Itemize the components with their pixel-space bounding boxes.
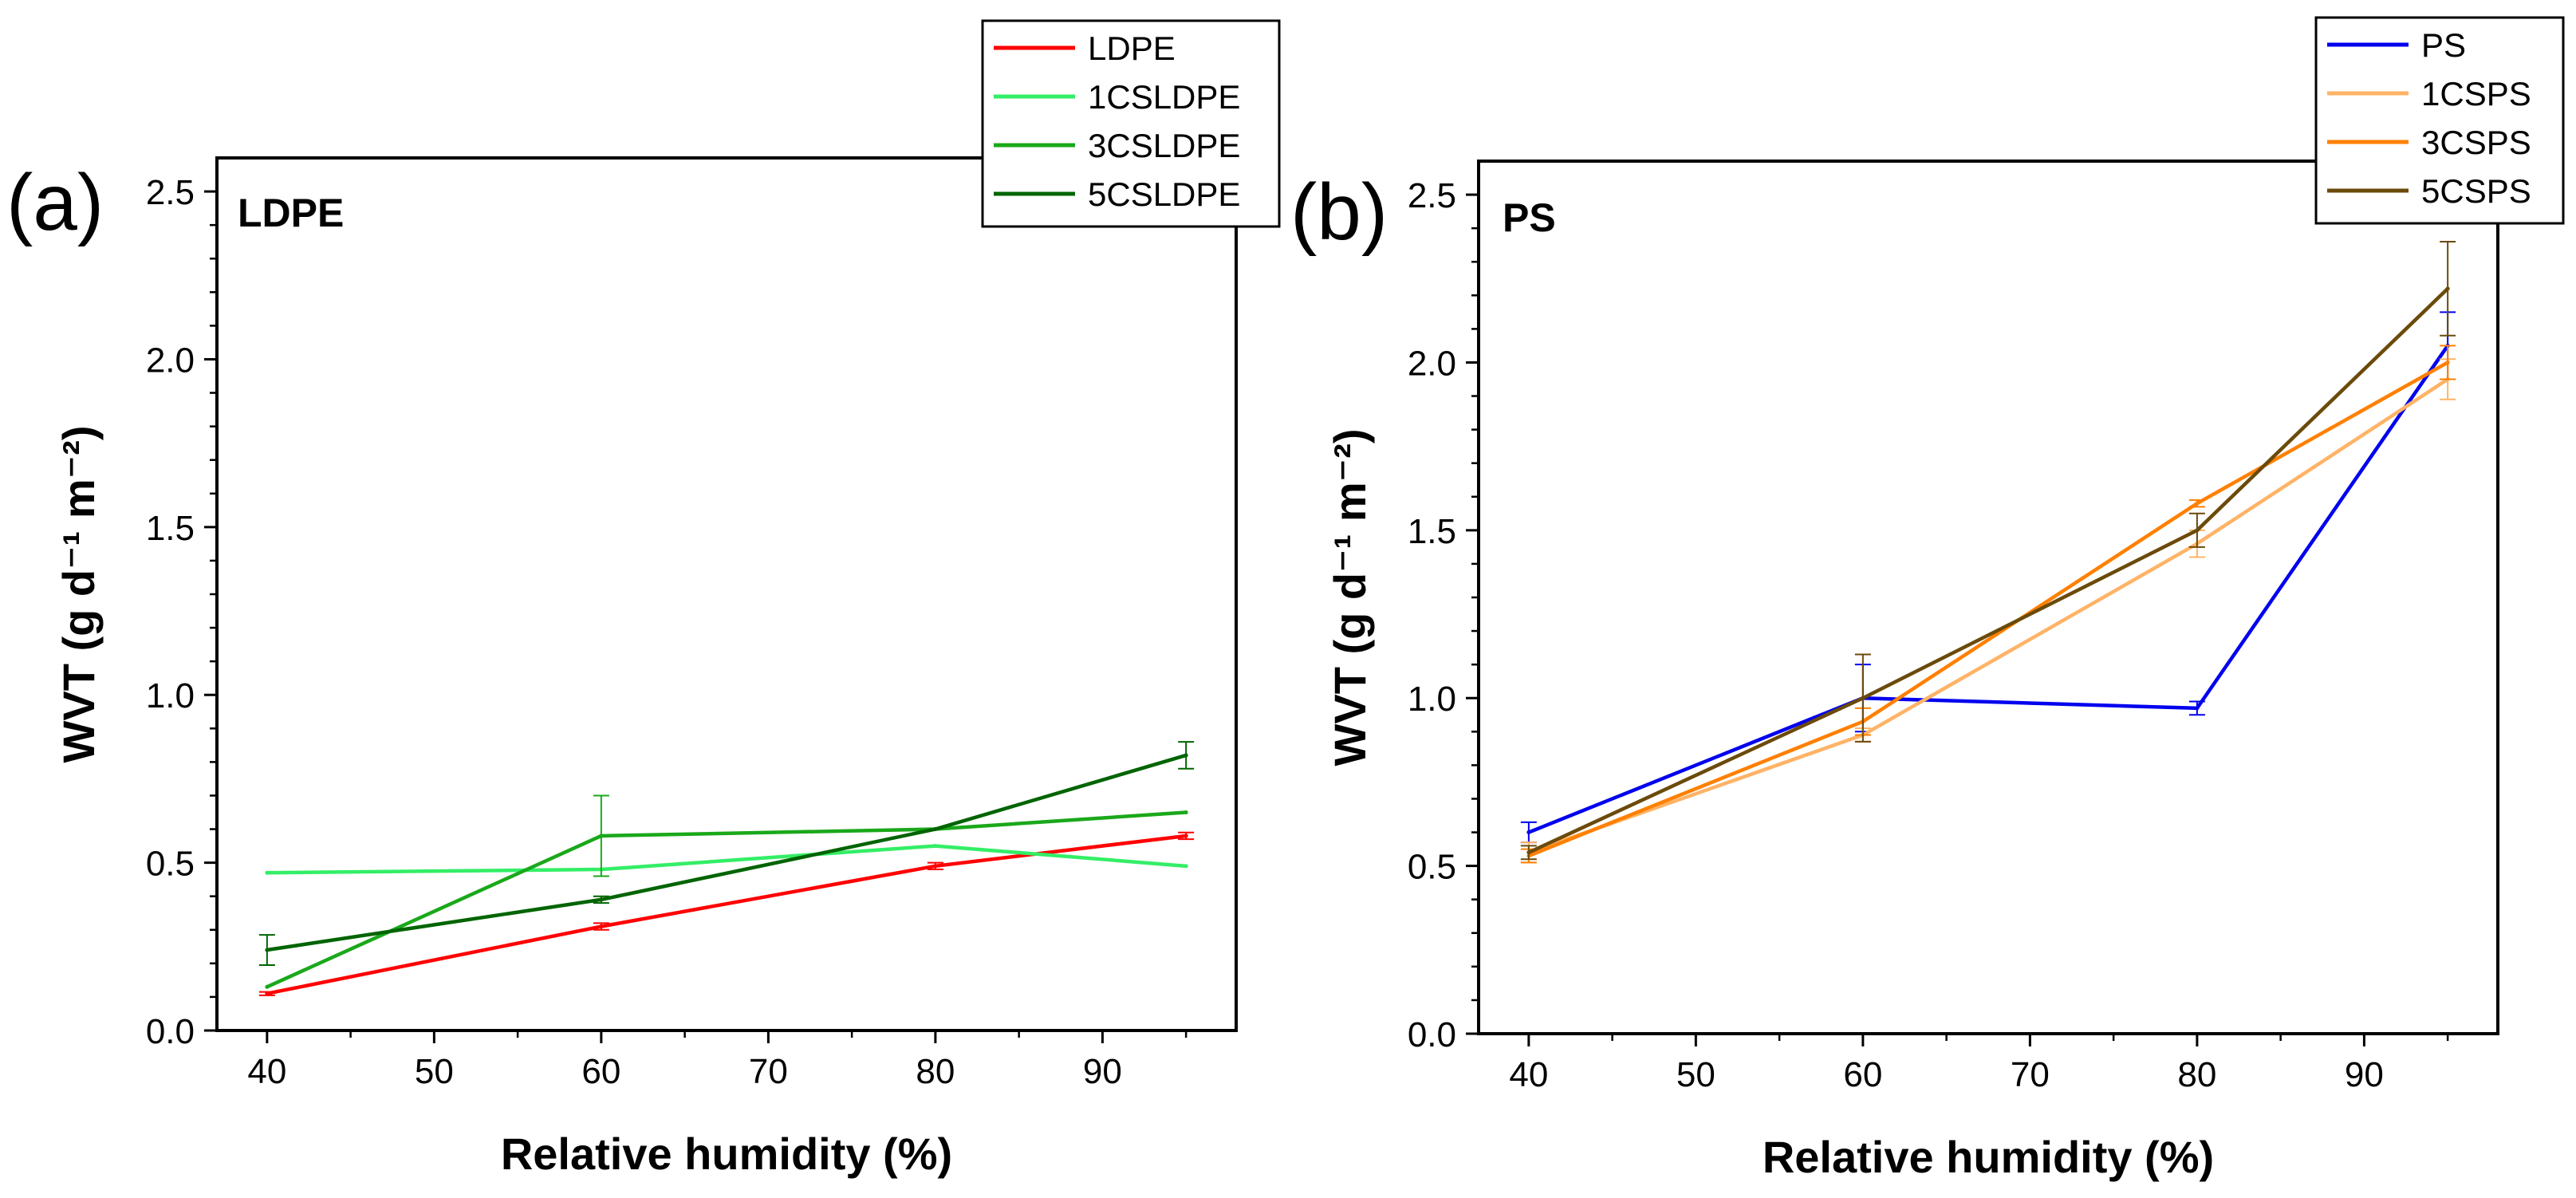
legend-b: PS 1CSPS 3CSPS 5CSPS [2314,16,2565,225]
error-bar-3CSPS-95 [2440,345,2456,380]
legend-entry-PS: PS [2327,26,2466,64]
legend-entry-3CSPS: 3CSPS [2327,124,2531,161]
series-1CSLDPE [265,844,1188,875]
series-line-PS [1528,345,2449,834]
data-point-5CSLDPE-80 [933,827,938,832]
legend-entry-1CSPS: 1CSPS [2327,75,2531,112]
x-tick-label-a-70: 70 [749,1052,788,1091]
legend-label-5CSLDPE: 5CSLDPE [1088,175,1240,213]
data-point-3CSLDPE-40 [265,984,270,989]
legend-label-3CSLDPE: 3CSLDPE [1088,127,1240,164]
error-bar-5CSLDPE-60 [593,895,609,904]
x-tick-label-b-70: 70 [2011,1055,2050,1094]
error-bar-LDPE-60 [593,922,609,931]
x-tick-label-a-50: 50 [415,1052,454,1091]
error-bar-PS-80 [2188,700,2205,716]
y-tick-label-b-4: 2.0 [1408,344,1456,383]
data-point-1CSLDPE-80 [933,844,938,849]
x-tick-label-b-50: 50 [1676,1055,1715,1094]
x-tick-label-b-90: 90 [2345,1055,2384,1094]
panel-a: (a) LDPE 40 50 60 70 80 900.00.51.01.52.02.5 … [6,19,1281,1179]
error-bar-5CSLDPE-40 [258,934,275,966]
legend-box-a [981,19,1281,228]
panel-label-a: (a) [6,158,104,247]
error-bar-5CSLDPE-95 [1178,741,1195,770]
error-bar-5CSPS-80 [2188,512,2205,548]
y-tick-label-a-1: 0.5 [146,845,195,884]
legend-label-1CSLDPE: 1CSLDPE [1088,78,1240,116]
data-point-1CSLDPE-95 [1184,864,1188,869]
panel-title-b: PS [1503,195,1556,240]
error-bar-5CSPS-60 [1854,653,1871,743]
series-line-3CSLDPE [266,810,1187,989]
series-line-5CSPS [1527,287,2449,854]
panel-b: (b) PS 40 50 60 70 80 90 0.0 0.5 1.0 1.5 2.0 2.5 Re… [1290,16,2565,1182]
panel-label-b: (b) [1290,167,1388,257]
series-5CSLDPE [258,741,1195,966]
x-tick-label-a-40: 40 [247,1052,286,1091]
series-line-5CSLDPE [266,753,1187,952]
legend-label-PS: PS [2421,26,2466,64]
legend-label-3CSPS: 3CSPS [2421,124,2531,161]
legend-label-1CSPS: 1CSPS [2421,75,2531,112]
legend-entry-5CSLDPE: 5CSLDPE [994,175,1240,213]
y-tick-label-a-2: 1.0 [146,676,195,715]
legend-entry-5CSPS: 5CSPS [2327,172,2531,210]
data-point-3CSLDPE-95 [1184,810,1188,814]
series-line-1CSPS [1528,377,2449,854]
y-tick-label-a-0: 0.0 [146,1012,195,1051]
y-axis-title-a: WVT (g d⁻¹ m⁻²) [53,425,104,763]
error-bar-LDPE-95 [1178,831,1195,841]
y-tick-label-b-1: 0.5 [1408,848,1456,887]
y-tick-label-b-2: 1.0 [1408,680,1456,719]
series-line-LDPE [266,833,1187,995]
x-tick-label-b-60: 60 [1843,1055,1882,1094]
series-5CSPS [1520,240,2456,861]
error-bar-3CSLDPE-60 [593,794,609,877]
x-tick-label-a-90: 90 [1083,1052,1122,1091]
y-axis-title-b: WVT (g d⁻¹ m⁻²) [1325,428,1375,766]
x-axis-title-b: Relative humidity (%) [1763,1132,2214,1182]
error-bar-5CSPS-95 [2440,240,2456,337]
y-tick-label-b-3: 1.5 [1408,512,1456,551]
legend-entry-3CSLDPE: 3CSLDPE [994,127,1240,164]
series-line-1CSLDPE [266,844,1187,875]
x-tick-label-b-80: 80 [2177,1055,2216,1094]
y-tick-label-a-4: 2.0 [146,341,195,380]
x-tick-label-a-80: 80 [916,1052,955,1091]
error-bar-LDPE-80 [927,861,943,871]
y-tick-label-b-0: 0.0 [1408,1015,1456,1054]
legend-entry-1CSLDPE: 1CSLDPE [994,78,1240,116]
panel-title-a: LDPE [238,191,344,235]
series-LDPE [258,831,1195,996]
legend-label-LDPE: LDPE [1088,30,1176,67]
legend-entry-LDPE: LDPE [994,30,1176,67]
error-bar-5CSPS-40 [1520,845,1537,861]
y-tick-label-b-5: 2.5 [1408,176,1456,215]
x-axis-title-a: Relative humidity (%) [501,1129,952,1179]
x-tick-label-b-40: 40 [1509,1055,1548,1094]
error-bar-3CSPS-80 [2188,499,2205,508]
legend-a: LDPE 1CSLDPE 3CSLDPE 5CSLDPE [981,19,1281,228]
y-tick-label-a-5: 2.5 [146,173,195,212]
y-tick-label-a-3: 1.5 [146,509,195,548]
x-tick-label-a-60: 60 [581,1052,620,1091]
legend-label-5CSPS: 5CSPS [2421,172,2531,210]
error-bar-LDPE-40 [258,991,275,996]
data-point-1CSLDPE-40 [265,870,270,875]
